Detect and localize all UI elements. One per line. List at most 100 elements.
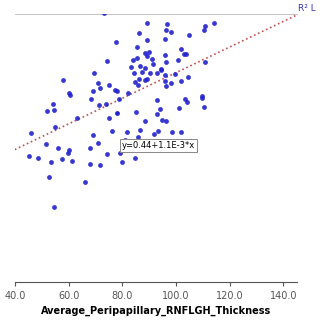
Point [151,61,156,67]
Point [36,156,41,161]
Point [148,70,153,75]
Point [164,21,169,26]
Point [200,94,205,99]
Point [103,101,108,106]
Point [92,70,97,75]
Point [158,68,164,73]
Point [59,156,64,161]
Point [142,50,148,55]
Point [88,162,93,167]
Point [144,37,149,43]
Point [50,101,55,107]
Point [156,129,161,134]
Point [150,56,155,61]
Point [164,59,169,64]
Point [132,155,138,160]
Point [89,96,94,101]
Point [68,93,73,98]
Point [114,111,119,116]
Point [202,28,207,33]
Point [96,103,101,108]
Point [115,89,120,94]
Point [135,44,140,50]
Point [29,130,34,135]
Point [176,57,181,62]
X-axis label: Average_Peripapillary_RNFLGH_Thickness: Average_Peripapillary_RNFLGH_Thickness [41,306,271,316]
Point [137,0,142,3]
Point [123,138,128,143]
Point [113,39,118,44]
Point [52,204,57,209]
Point [163,28,168,33]
Point [132,79,138,84]
Point [182,97,187,102]
Point [164,118,169,124]
Point [145,77,150,82]
Point [179,46,184,52]
Point [169,29,174,35]
Point [53,124,58,129]
Point [95,141,100,146]
Point [137,64,142,69]
Point [186,32,191,37]
Point [142,118,147,124]
Point [202,59,207,64]
Point [134,56,140,61]
Point [151,131,156,136]
Point [162,36,167,41]
Point [137,127,142,132]
Point [66,148,71,153]
Point [125,130,130,135]
Point [160,117,165,122]
Point [212,20,217,25]
Point [137,30,142,36]
Point [102,10,107,15]
Point [67,90,72,95]
Point [145,20,150,26]
Point [66,151,71,156]
Point [46,175,51,180]
Point [135,82,140,87]
Point [87,146,92,151]
Point [163,78,168,84]
Point [118,150,123,156]
Point [199,95,204,100]
Point [75,115,80,120]
Point [159,67,164,72]
Point [179,130,184,135]
Point [113,87,118,92]
Point [163,52,168,58]
Point [173,72,178,77]
Point [126,91,131,96]
Point [129,65,134,70]
Point [169,129,174,134]
Point [184,100,189,105]
Point [137,76,142,82]
Point [162,73,167,78]
Point [106,116,111,121]
Point [177,106,182,111]
Point [140,69,145,75]
Point [55,146,60,151]
Point [90,133,95,138]
Point [130,57,135,62]
Point [49,159,54,164]
Point [146,50,151,55]
Point [201,105,206,110]
Point [134,109,139,115]
Point [148,6,153,11]
Point [203,24,208,29]
Point [82,179,87,184]
Point [142,77,148,83]
Point [44,142,49,147]
Point [26,153,31,158]
Point [98,85,103,90]
Point [51,107,56,112]
Point [181,52,187,57]
Point [168,81,173,86]
Point [107,83,112,88]
Point [136,135,141,140]
Point [69,158,74,163]
Point [91,89,96,94]
Point [154,111,159,116]
